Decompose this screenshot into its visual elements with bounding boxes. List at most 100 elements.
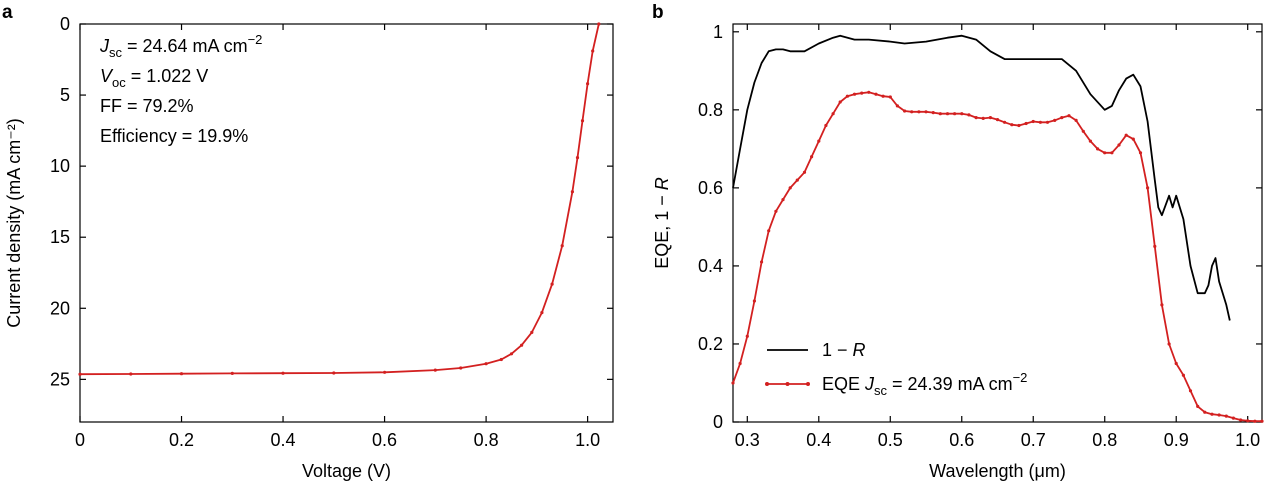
data-point — [731, 381, 735, 385]
data-point — [1024, 121, 1028, 126]
y-tick-label: 25 — [50, 369, 70, 389]
data-point — [874, 92, 878, 96]
y-tick-label: 0 — [60, 14, 70, 34]
data-point — [1124, 133, 1128, 137]
x-tick-label: 0.5 — [878, 430, 903, 450]
series-line-0 — [732, 34, 1231, 321]
series-line-1 — [732, 91, 1262, 423]
plot-frame — [79, 23, 614, 423]
data-point — [179, 372, 184, 376]
data-point — [1181, 373, 1185, 377]
data-point — [967, 113, 971, 117]
data-point — [974, 116, 978, 120]
data-point — [580, 119, 585, 123]
annotation-text: FF = 79.2% — [100, 96, 194, 116]
data-point — [1160, 303, 1164, 307]
data-point — [520, 343, 524, 347]
data-point — [888, 95, 892, 99]
data-point — [1146, 186, 1150, 190]
y-axis-label: EQE, 1 − R — [652, 177, 672, 269]
y-tick-label: 0.8 — [698, 100, 723, 120]
data-point — [570, 190, 575, 194]
x-tick-label: 0.2 — [169, 430, 194, 450]
data-point — [281, 371, 285, 375]
legend-marker — [785, 382, 790, 386]
data-point — [1010, 123, 1014, 127]
data-point — [938, 112, 942, 116]
data-point — [459, 366, 463, 370]
data-point — [1217, 413, 1221, 417]
y-tick-label: 1 — [713, 22, 723, 42]
data-point — [917, 110, 921, 114]
data-point — [824, 123, 828, 128]
legend-label: EQE Jsc = 24.39 mA cm−2 — [822, 370, 1027, 398]
data-point — [1246, 419, 1250, 423]
data-point — [802, 170, 807, 174]
data-point — [550, 282, 554, 286]
data-point — [924, 110, 928, 114]
data-point — [575, 156, 580, 160]
x-tick-label: 0.4 — [271, 430, 296, 450]
data-point — [1260, 419, 1264, 423]
data-point — [910, 110, 914, 114]
data-point — [903, 109, 907, 113]
x-tick-label: 0.3 — [735, 430, 760, 450]
data-point — [838, 100, 842, 104]
data-point — [781, 198, 785, 202]
y-tick-label: 0 — [713, 412, 723, 432]
data-point — [1239, 418, 1243, 422]
data-point — [1067, 114, 1071, 118]
data-point — [433, 368, 437, 372]
y-axis-label: Current density (mA cm⁻²) — [4, 118, 24, 328]
data-point — [795, 178, 799, 182]
annotation-text: Jsc = 24.64 mA cm−2 — [99, 32, 262, 60]
x-tick-label: 1.0 — [1235, 430, 1260, 450]
data-point — [509, 352, 514, 356]
data-point — [1096, 147, 1100, 151]
data-point — [332, 371, 336, 375]
data-point — [831, 112, 835, 116]
data-point — [1074, 118, 1078, 122]
y-tick-label: 5 — [60, 85, 70, 105]
x-tick-label: 0.6 — [949, 430, 974, 450]
data-point — [1138, 151, 1143, 155]
data-point — [945, 112, 950, 116]
x-tick-label: 0.9 — [1164, 430, 1189, 450]
data-point — [1224, 414, 1228, 418]
data-point — [895, 104, 900, 108]
data-point — [810, 155, 814, 159]
data-point — [591, 49, 595, 53]
annotation-text: Voc = 1.022 V — [100, 66, 208, 90]
data-point — [1060, 116, 1064, 120]
data-point — [867, 90, 871, 94]
data-point — [1231, 416, 1235, 420]
annotation-text: Efficiency = 19.9% — [100, 126, 248, 146]
panel-label-a: a — [2, 2, 13, 23]
data-point — [860, 91, 864, 95]
data-point — [1167, 342, 1171, 346]
y-tick-label: 0.2 — [698, 334, 723, 354]
data-point — [484, 362, 488, 366]
data-point — [760, 260, 764, 264]
data-point — [1253, 419, 1257, 423]
data-point — [995, 118, 1000, 122]
x-tick-label: 0.7 — [1021, 430, 1046, 450]
data-point — [499, 357, 503, 362]
data-point — [129, 372, 133, 376]
data-point — [1188, 389, 1193, 393]
data-point — [1017, 123, 1021, 128]
data-point — [752, 299, 757, 303]
data-point — [1117, 143, 1121, 147]
y-tick-label: 15 — [50, 227, 70, 247]
panel-label-b: b — [652, 2, 664, 23]
data-point — [540, 311, 544, 315]
y-tick-label: 0.6 — [698, 178, 723, 198]
x-axis-label: Wavelength (μm) — [929, 461, 1066, 481]
data-point — [586, 82, 590, 86]
data-point — [530, 330, 534, 334]
data-point — [931, 111, 935, 115]
data-point — [1153, 244, 1157, 248]
data-point — [383, 370, 387, 374]
data-point — [1003, 120, 1007, 124]
